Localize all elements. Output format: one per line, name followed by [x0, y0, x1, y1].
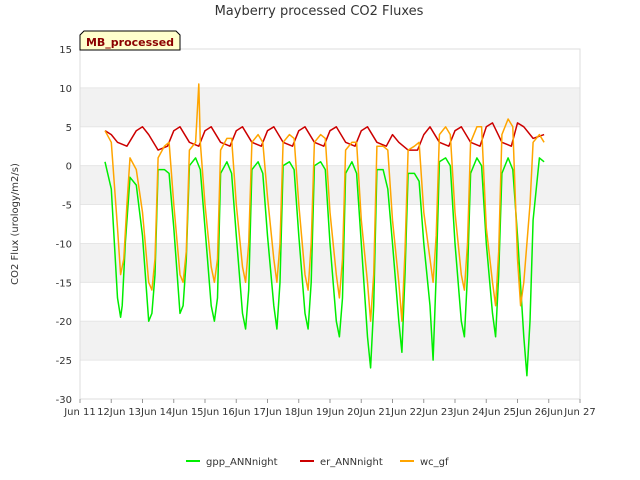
x-tick-label: 20Jun [347, 407, 375, 418]
x-tick-label: 13Jun [128, 407, 156, 418]
legend-label: wc_gf [420, 457, 449, 468]
x-tick-label: Jun 27 [563, 407, 596, 418]
x-tick-label: 16Jun [222, 407, 250, 418]
x-tick-label: 21Jun [378, 407, 406, 418]
plot-band [80, 165, 580, 205]
x-tick-label: 18Jun [285, 407, 313, 418]
legend: gpp_ANNnight er_ANNnight wc_gf [186, 457, 449, 468]
x-tick-label: 17Jun [253, 407, 281, 418]
plot-band [80, 360, 580, 399]
x-tick-label: 25Jun [503, 407, 531, 418]
series-line-gpp_ANNnight [104, 157, 545, 377]
plot-band [80, 49, 580, 88]
x-tick-label: 19Jun [316, 407, 344, 418]
y-tick-label: 0 [66, 162, 72, 173]
series-line-er_ANNnight [104, 122, 545, 151]
x-axis-ticks: Jun 11 12Jun 13Jun 14Jun 15Jun 16Jun 17Jun 18Ju… [63, 399, 596, 418]
badge: MB_processed [79, 30, 181, 51]
x-tick-label: 24Jun [472, 407, 500, 418]
x-tick-label: Jun 11 [63, 407, 96, 418]
y-tick-label: 5 [66, 123, 72, 134]
y-tick-label: 10 [59, 84, 72, 95]
x-tick-label: 26Jun [535, 407, 563, 418]
plot-band [80, 126, 580, 166]
plot-band [80, 321, 580, 361]
x-tick-label: 15Jun [191, 407, 219, 418]
x-tick-label: 12Jun [97, 407, 125, 418]
x-tick-label: 14Jun [160, 407, 188, 418]
y-tick-label: -25 [56, 356, 72, 367]
plot-band [80, 87, 580, 127]
y-axis-label: CO2 Flux (urology/m2/s) [10, 163, 21, 285]
x-tick-label: 22Jun [410, 407, 438, 418]
legend-label: gpp_ANNnight [206, 457, 278, 468]
series-line-wc_gf [104, 83, 545, 322]
x-tick-label: 23Jun [441, 407, 469, 418]
plot-background [80, 49, 580, 399]
y-axis-ticks: 15 10 5 0 -5 -10 -15 -20 -25 -30 [56, 45, 72, 406]
y-tick-label: -5 [62, 201, 72, 212]
y-tick-label: -15 [56, 278, 72, 289]
legend-label: er_ANNnight [320, 457, 383, 468]
y-tick-label: 15 [59, 45, 72, 56]
y-tick-label: -10 [56, 239, 72, 250]
badge-box [79, 30, 181, 51]
badge-label: MB_processed [86, 36, 174, 49]
y-tick-label: -20 [56, 317, 72, 328]
plot-band [80, 282, 580, 322]
series-lines [104, 83, 545, 377]
y-tick-label: -30 [56, 395, 72, 406]
chart-title: Mayberry processed CO2 Fluxes [215, 4, 424, 19]
